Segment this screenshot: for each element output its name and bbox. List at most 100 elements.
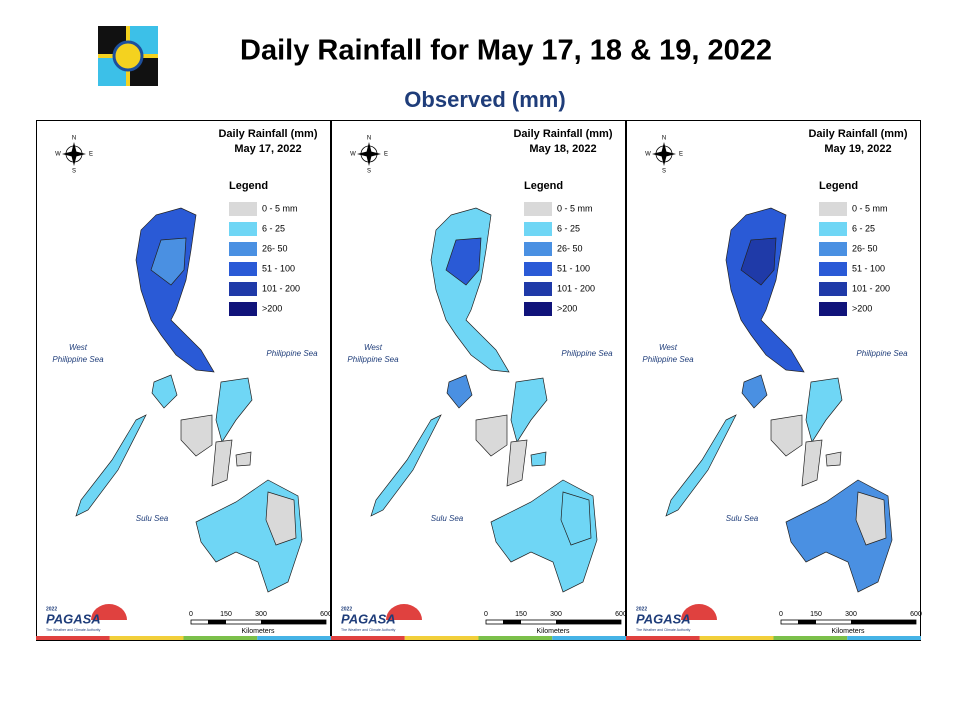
panel-date: May 17, 2022: [234, 143, 301, 155]
scale-bar-fill: [851, 620, 916, 624]
legend-swatch: [524, 282, 552, 296]
legend-title: Legend: [229, 180, 268, 192]
map-panel: Daily Rainfall (mm) May 18, 2022 N E S W Legen…: [331, 120, 627, 641]
legend-swatch: [524, 202, 552, 216]
island: [180, 414, 213, 457]
color-stripe: [36, 636, 110, 640]
legend-swatch: [524, 242, 552, 256]
compass-letter: S: [72, 169, 76, 175]
legend-label: 101 - 200: [557, 283, 595, 293]
scale-label: 300: [255, 611, 267, 618]
island: [805, 377, 843, 443]
island: [770, 414, 803, 457]
legend-label: 101 - 200: [852, 283, 890, 293]
legend-swatch: [819, 242, 847, 256]
scale-bar-fill: [261, 620, 326, 624]
island: [211, 439, 233, 487]
compass-letter: N: [72, 136, 76, 142]
scale-label: 150: [515, 611, 527, 618]
legend-swatch: [524, 222, 552, 236]
legend-label: 0 - 5 mm: [852, 203, 888, 213]
compass-letter: W: [645, 152, 651, 158]
legend-label: >200: [852, 303, 872, 313]
sea-label: Sulu Sea: [726, 514, 759, 523]
color-stripe: [331, 636, 405, 640]
island: [430, 207, 510, 373]
compass-letter: W: [55, 152, 61, 158]
island: [801, 439, 823, 487]
legend-label: 0 - 5 mm: [262, 203, 298, 213]
compass-letter: N: [367, 136, 371, 142]
legend-title: Legend: [524, 180, 563, 192]
legend-title: Legend: [819, 180, 858, 192]
legend-label: 51 - 100: [852, 263, 885, 273]
island: [855, 491, 887, 546]
scale-unit: Kilometers: [536, 628, 570, 635]
compass-needle: [357, 142, 381, 166]
island: [475, 414, 508, 457]
legend-swatch: [819, 262, 847, 276]
color-stripe: [478, 636, 553, 640]
legend-swatch: [819, 202, 847, 216]
map-panel: Daily Rainfall (mm) May 19, 2022 N E S W Legen…: [626, 120, 922, 641]
island: [560, 491, 592, 546]
panel-title: Daily Rainfall (mm): [513, 128, 612, 140]
color-stripe: [183, 636, 258, 640]
island: [75, 414, 147, 517]
legend-label: 26- 50: [262, 243, 288, 253]
sea-label: Philippine Sea: [856, 349, 908, 358]
legend-swatch: [229, 242, 257, 256]
logo-umbrella: [386, 604, 422, 620]
color-stripe: [109, 636, 184, 640]
island: [445, 237, 482, 286]
island: [370, 414, 442, 517]
color-stripe: [626, 636, 700, 640]
legend-swatch: [819, 282, 847, 296]
sea-label: Philippine Sea: [266, 349, 318, 358]
panel-title: Daily Rainfall (mm): [218, 128, 317, 140]
scale-bar-fill: [503, 620, 521, 624]
legend-swatch: [819, 302, 847, 316]
scale-unit: Kilometers: [241, 628, 275, 635]
legend-label: 26- 50: [852, 243, 878, 253]
sea-label: Philippine Sea: [347, 355, 399, 364]
compass-letter: W: [350, 152, 356, 158]
scale-label: 0: [484, 611, 488, 618]
logo-tagline: The Weather and Climate Authority: [636, 628, 691, 632]
compass-letter: N: [662, 136, 666, 142]
map-panel: Daily Rainfall (mm) May 17, 2022 N E S W Legen…: [36, 120, 332, 641]
sea-label: Philippine Sea: [561, 349, 613, 358]
compass-letter: E: [384, 152, 388, 158]
sea-label: Philippine Sea: [52, 355, 104, 364]
island: [235, 451, 252, 467]
scale-label: 300: [845, 611, 857, 618]
scale-label: 150: [810, 611, 822, 618]
legend-label: 26- 50: [557, 243, 583, 253]
compass-letter: S: [662, 169, 666, 175]
scale-bar-fill: [208, 620, 226, 624]
sea-label: West: [659, 343, 678, 352]
island: [265, 491, 297, 546]
logo-year: 2022: [46, 606, 57, 612]
agency-seal: [96, 24, 160, 88]
color-stripe: [773, 636, 848, 640]
island: [725, 207, 805, 373]
legend-label: >200: [262, 303, 282, 313]
logo-umbrella: [91, 604, 127, 620]
island: [741, 374, 768, 409]
panel-title: Daily Rainfall (mm): [808, 128, 907, 140]
sea-label: West: [364, 343, 383, 352]
compass-letter: E: [679, 152, 683, 158]
island: [150, 237, 187, 286]
legend-label: 6 - 25: [262, 223, 285, 233]
logo-umbrella: [681, 604, 717, 620]
sea-label: Sulu Sea: [431, 514, 464, 523]
slide-title: Daily Rainfall for May 17, 18 & 19, 2022: [240, 35, 772, 67]
legend-label: 6 - 25: [852, 223, 875, 233]
island: [825, 451, 842, 467]
compass-letter: E: [89, 152, 93, 158]
scale-label: 600: [615, 611, 627, 618]
legend-label: >200: [557, 303, 577, 313]
scale-label: 0: [779, 611, 783, 618]
